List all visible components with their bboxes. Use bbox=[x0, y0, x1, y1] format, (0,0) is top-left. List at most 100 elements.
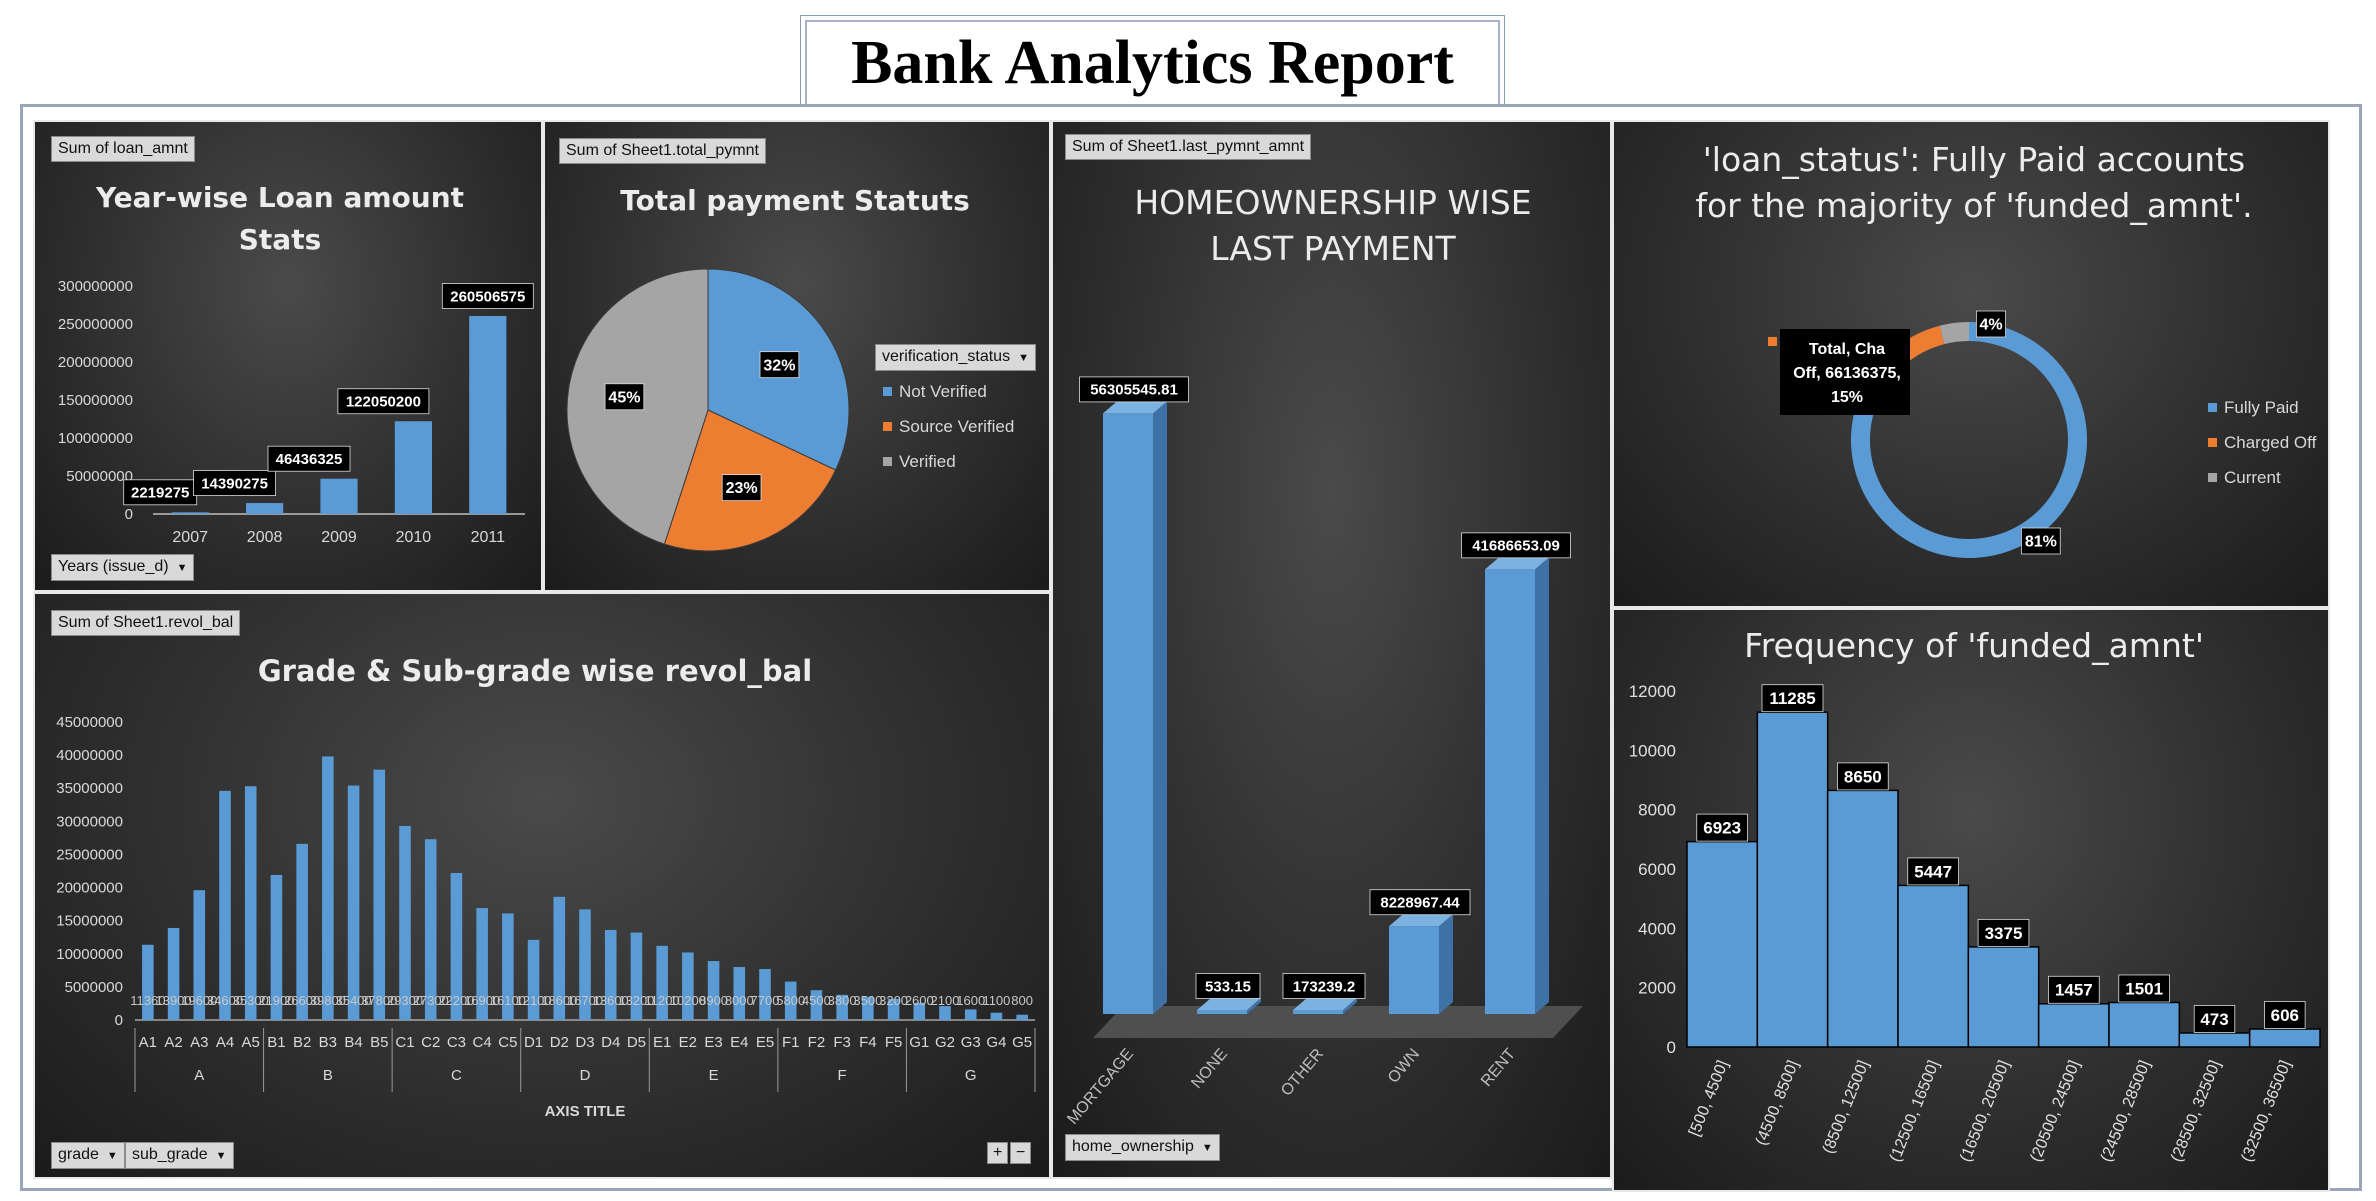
data-label-subgrade: 8000 bbox=[725, 993, 754, 1008]
chart-title-homeownership: HOMEOWNERSHIP WISE LAST PAYMENT bbox=[1134, 183, 1532, 268]
data-label-homeownership-box bbox=[1461, 532, 1571, 559]
panel-payment-status[interactable]: 32% 23% 45% Sum of Sheet1.total_pymnt Tota… bbox=[543, 120, 1051, 592]
data-label-subgrade: 16900 bbox=[464, 993, 500, 1008]
data-label-frequency: 3375 bbox=[1985, 924, 2023, 943]
donut-data-label-box bbox=[2021, 527, 2061, 555]
bar-subgrade-C4 bbox=[476, 908, 488, 1020]
expand-field-button[interactable]: + bbox=[987, 1142, 1009, 1164]
dropdown-arrow-icon: ▼ bbox=[1201, 1142, 1213, 1154]
filter-grade[interactable]: grade ▼ bbox=[51, 1142, 125, 1169]
dropdown-arrow-icon: ▼ bbox=[215, 1150, 227, 1162]
data-label-year-box bbox=[441, 283, 534, 309]
filter-home-ownership[interactable]: home_ownership ▼ bbox=[1065, 1134, 1220, 1161]
histogram-bin bbox=[1897, 884, 1970, 1048]
bar-subgrade-A2 bbox=[167, 927, 180, 1020]
y-tick-label: 20000000 bbox=[56, 880, 123, 897]
x-tick-label: OWN bbox=[1385, 1046, 1423, 1087]
bar-subgrade-D4 bbox=[604, 929, 617, 1020]
y-tick-label: 300000000 bbox=[58, 278, 133, 295]
bar-subgrade-E2 bbox=[682, 952, 694, 1020]
panel-frequency[interactable]: 0 2000 4000 6000 8000 10000 12000 6923 [500, 450… bbox=[1612, 608, 2330, 1192]
data-label-frequency: 8650 bbox=[1844, 767, 1882, 786]
bar-subgrade-C1 bbox=[399, 825, 411, 1020]
x-tick-label: F5 bbox=[885, 1034, 903, 1051]
data-label-year-box bbox=[123, 479, 198, 506]
y-tick-label: 30000000 bbox=[56, 813, 123, 830]
data-label-subgrade: 12100 bbox=[515, 993, 551, 1008]
field-sum-loan-amnt[interactable]: Sum of loan_amnt bbox=[51, 136, 195, 162]
data-label-subgrade: 16100 bbox=[490, 993, 526, 1008]
bar-side-OTHER bbox=[1343, 998, 1357, 1014]
bar-side-OWN bbox=[1439, 914, 1453, 1014]
x-tick-label: B5 bbox=[370, 1034, 388, 1051]
collapse-field-button[interactable]: − bbox=[1010, 1142, 1032, 1164]
y-tick-label: 4000 bbox=[1638, 919, 1676, 938]
bar-year-2008 bbox=[246, 503, 284, 514]
y-tick-label: 15000000 bbox=[56, 913, 123, 930]
field-sum-revol-bal[interactable]: Sum of Sheet1.revol_bal bbox=[51, 610, 241, 636]
bar-subgrade-B1 bbox=[270, 874, 283, 1020]
y-tick-label: 6000 bbox=[1638, 860, 1676, 879]
data-label-frequency: 1501 bbox=[2125, 979, 2163, 998]
x-tick-label: [500, 4500] bbox=[1686, 1058, 1732, 1139]
x-tick-label: (20500, 24500] bbox=[2027, 1058, 2083, 1164]
data-label-subgrade: 13200 bbox=[618, 993, 654, 1008]
x-tick-label: B3 bbox=[319, 1034, 337, 1051]
legend-label: Verified bbox=[899, 451, 956, 471]
field-sum-total-pymnt[interactable]: Sum of Sheet1.total_pymnt bbox=[559, 138, 766, 164]
x-axis-title: AXIS TITLE bbox=[545, 1103, 626, 1120]
data-label-subgrade: 37800 bbox=[361, 993, 397, 1008]
dropdown-arrow-icon: ▼ bbox=[106, 1150, 118, 1162]
data-label-subgrade: 26600 bbox=[284, 993, 320, 1008]
panel-loan-status[interactable]: 81% 4% Total, Cha Off, 66136375, 15% 'loan_s… bbox=[1612, 120, 2330, 608]
x-tick-label: B4 bbox=[344, 1034, 362, 1051]
bar-subgrade-G5 bbox=[1016, 1014, 1028, 1020]
filter-sub-grade[interactable]: sub_grade ▼ bbox=[125, 1142, 234, 1169]
bar-subgrade-B3 bbox=[322, 756, 334, 1020]
panel-grade-revol[interactable]: 0 5000000 10000000 15000000 20000000 25000000… bbox=[33, 592, 1051, 1179]
legend-label: Fully Paid bbox=[2224, 397, 2299, 417]
panel-year-loan[interactable]: 0 50000000 100000000 150000000 200000000 2500… bbox=[33, 120, 543, 592]
data-label-homeownership: 533.15 bbox=[1205, 978, 1251, 995]
x-tick-label: E5 bbox=[756, 1034, 774, 1051]
donut-data-label: 4% bbox=[1979, 317, 2002, 334]
filter-years-issue-d[interactable]: Years (issue_d) ▼ bbox=[51, 554, 195, 581]
report-title: Bank Analytics Report bbox=[851, 29, 1454, 97]
histogram-bin bbox=[1967, 946, 2040, 1048]
data-label-year: 14390275 bbox=[201, 475, 268, 492]
bar-subgrade-C5 bbox=[502, 913, 514, 1020]
x-tick-label: E4 bbox=[730, 1034, 748, 1051]
group-label: D bbox=[580, 1067, 591, 1084]
loan-status-chart: 81% 4% Total, Cha Off, 66136375, 15% bbox=[1768, 310, 2087, 558]
data-label-subgrade: 3200 bbox=[879, 993, 908, 1008]
chart-title-year-loan: Year-wise Loan amount Stats bbox=[95, 181, 465, 256]
legend-field-verification-status[interactable]: verification_status ▼ bbox=[875, 344, 1036, 371]
data-label-subgrade: 800 bbox=[1011, 993, 1033, 1008]
data-label-subgrade: 34600 bbox=[207, 993, 243, 1008]
chart-title-loan-status: 'loan_status': Fully Paid accounts for t… bbox=[1695, 140, 2253, 225]
bar-subgrade-B4 bbox=[347, 785, 360, 1020]
panel-homeownership[interactable]: 56305545.81 MORTGAGE 533.15 NONE 173239.2 OTH… bbox=[1051, 120, 1612, 1179]
data-label-year: 46436325 bbox=[276, 451, 343, 468]
data-label-subgrade: 3500 bbox=[853, 993, 882, 1008]
data-label-frequency: 473 bbox=[2200, 1010, 2228, 1029]
x-tick-label: C1 bbox=[395, 1034, 414, 1051]
bar-subgrade-C2 bbox=[424, 839, 437, 1020]
data-label-frequency-box bbox=[2193, 1005, 2236, 1033]
pie-data-label-box bbox=[721, 474, 762, 502]
year-loan-chart: 0 50000000 100000000 150000000 200000000 2500… bbox=[58, 278, 534, 546]
field-sum-last-pymnt-amnt[interactable]: Sum of Sheet1.last_pymnt_amnt bbox=[1065, 134, 1312, 160]
x-tick-label: A4 bbox=[216, 1034, 234, 1051]
y-tick-label: 10000 bbox=[1629, 741, 1676, 760]
bar-top-OTHER bbox=[1293, 998, 1357, 1010]
y-tick-label: 10000000 bbox=[56, 946, 123, 963]
bar-subgrade-G2 bbox=[939, 1006, 951, 1020]
data-label-subgrade: 4500 bbox=[802, 993, 831, 1008]
x-tick-label: (4500, 8500] bbox=[1753, 1058, 1802, 1148]
x-tick-label: C4 bbox=[473, 1034, 492, 1051]
data-label-frequency: 5447 bbox=[1914, 862, 1952, 881]
y-tick-label: 50000000 bbox=[66, 468, 133, 485]
x-tick-label: 2011 bbox=[471, 529, 506, 546]
pie-data-label: 32% bbox=[763, 357, 795, 374]
group-label: C bbox=[451, 1067, 462, 1084]
